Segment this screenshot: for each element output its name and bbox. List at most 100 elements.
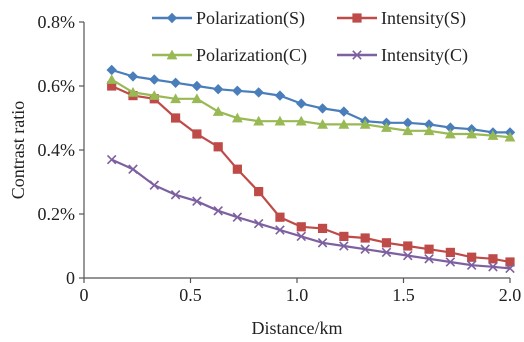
data-point (445, 247, 455, 257)
data-point (253, 87, 264, 98)
data-point (487, 130, 499, 140)
data-point (232, 212, 243, 222)
y-tick-label: 0 (66, 268, 75, 288)
x-tick-label: 0.5 (179, 285, 202, 305)
data-point (232, 85, 243, 96)
y-tick-label: 0.2% (38, 204, 76, 224)
legend: Polarization(S) Intensity(S) Polarization(… (152, 8, 468, 66)
y-tick-label: 0.8% (38, 12, 76, 32)
data-point (232, 164, 242, 174)
data-point (381, 238, 392, 248)
data-point (254, 187, 264, 197)
series-intensity-c (106, 154, 515, 274)
ticks: 0 0.5 1.0 1.5 2.0 0 0.2% 0.4% 0.6% 0.8% (38, 12, 522, 305)
data-point (231, 112, 243, 123)
y-tick-label: 0.4% (38, 140, 76, 160)
data-point (275, 225, 285, 235)
legend-item: Intensity(C) (337, 45, 468, 66)
data-point (170, 190, 181, 200)
series-line (111, 84, 511, 264)
legend-marker (166, 12, 178, 24)
data-point (253, 218, 264, 229)
data-point (467, 252, 477, 262)
data-point (170, 77, 181, 88)
y-axis-label: Contrast ratio (8, 101, 28, 199)
data-point (445, 257, 456, 267)
series-line (111, 158, 511, 270)
data-point (275, 212, 285, 222)
data-point (127, 87, 139, 97)
data-point (106, 74, 118, 84)
legend-marker (352, 13, 362, 23)
x-tick-label: 1.0 (286, 285, 309, 305)
legend-label: Polarization(C) (196, 45, 307, 66)
data-point (170, 113, 181, 123)
data-point (505, 257, 515, 267)
data-point (212, 84, 224, 95)
data-point (359, 119, 371, 129)
data-point (466, 260, 477, 270)
data-point (107, 81, 117, 91)
data-point (339, 241, 349, 251)
series-line (111, 78, 511, 139)
data-point (296, 222, 306, 232)
data-point (296, 231, 307, 242)
legend-marker (352, 50, 362, 60)
data-point (317, 103, 328, 114)
data-point (505, 263, 515, 274)
data-point (360, 244, 370, 254)
data-point (191, 93, 203, 104)
data-point (424, 254, 434, 264)
data-point (402, 250, 413, 261)
data-point (317, 238, 328, 248)
data-point (338, 119, 350, 129)
data-point (128, 164, 138, 174)
data-point (149, 74, 160, 85)
data-point (106, 64, 117, 76)
data-point (445, 122, 456, 133)
legend-label: Polarization(S) (196, 8, 305, 29)
data-point (295, 115, 307, 126)
data-point (148, 90, 160, 100)
legend-marker (166, 49, 178, 60)
data-point (106, 154, 117, 165)
legend-item: Intensity(S) (337, 8, 466, 29)
data-point (402, 125, 414, 136)
series-polarization-c (106, 74, 516, 142)
data-point (403, 241, 413, 251)
data-point (360, 233, 370, 243)
data-point (213, 206, 223, 216)
data-point (488, 262, 498, 272)
data-point (192, 196, 202, 206)
data-point (213, 142, 223, 152)
data-point (170, 93, 181, 104)
legend-label: Intensity(S) (381, 8, 466, 29)
data-point (381, 247, 392, 258)
data-point (127, 71, 139, 82)
data-point (274, 115, 286, 126)
data-point (444, 128, 456, 139)
data-point (402, 117, 413, 128)
x-axis-label: Distance/km (252, 318, 343, 338)
data-point (504, 131, 516, 142)
data-point (317, 223, 328, 233)
data-point (423, 119, 435, 130)
data-point (192, 129, 202, 139)
data-point (317, 119, 328, 129)
data-point (253, 115, 265, 126)
data-point (296, 98, 307, 109)
series-layer (106, 64, 516, 274)
data-point (339, 231, 349, 241)
data-point (191, 80, 203, 92)
x-tick-label: 2.0 (499, 285, 522, 305)
x-tick-label: 1.5 (392, 285, 415, 305)
y-tick-label: 0.6% (38, 76, 76, 96)
legend-label: Intensity(C) (381, 45, 468, 66)
data-point (338, 106, 350, 117)
data-point (274, 90, 286, 101)
data-point (212, 106, 224, 116)
data-point (488, 254, 498, 264)
data-point (424, 244, 434, 254)
legend-item: Polarization(S) (152, 8, 305, 29)
